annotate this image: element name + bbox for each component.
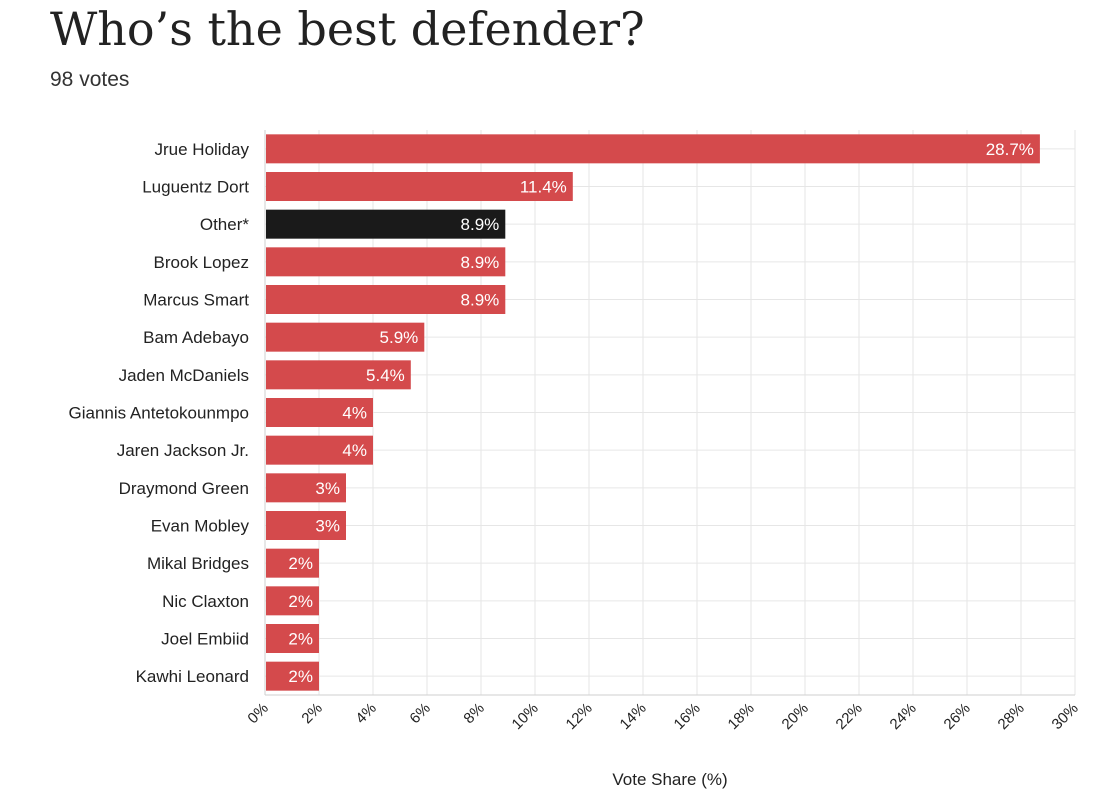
category-label: Jaden McDaniels	[119, 366, 249, 385]
category-label: Other*	[200, 215, 250, 234]
category-label: Giannis Antetokounmpo	[68, 404, 249, 423]
value-label: 3%	[315, 479, 340, 498]
category-label: Luguentz Dort	[142, 178, 249, 197]
bar	[266, 661, 319, 691]
bar	[266, 209, 506, 239]
category-label: Marcus Smart	[143, 291, 249, 310]
x-tick-label: 18%	[725, 700, 758, 733]
category-label: Joel Embiid	[161, 630, 249, 649]
x-tick-label: 6%	[406, 700, 433, 727]
x-axis-title: Vote Share (%)	[612, 770, 727, 789]
x-tick-label: 10%	[509, 700, 542, 733]
bar	[266, 134, 1040, 164]
x-tick-label: 22%	[833, 700, 866, 733]
x-tick-label: 20%	[779, 700, 812, 733]
value-label: 2%	[288, 667, 313, 686]
category-label: Brook Lopez	[154, 253, 249, 272]
value-label: 8.9%	[461, 215, 500, 234]
bar	[266, 435, 373, 465]
x-tick-label: 24%	[887, 700, 920, 733]
value-label: 5.9%	[380, 328, 419, 347]
value-label: 28.7%	[986, 140, 1034, 159]
x-tick-label: 2%	[298, 700, 325, 727]
bar	[266, 473, 346, 503]
bar	[266, 247, 506, 277]
bar	[266, 398, 373, 427]
x-tick-label: 8%	[460, 700, 487, 727]
category-label: Jrue Holiday	[155, 140, 250, 159]
category-label: Mikal Bridges	[147, 554, 249, 573]
value-label: 8.9%	[461, 253, 500, 272]
category-label: Jaren Jackson Jr.	[117, 441, 249, 460]
value-label: 2%	[288, 554, 313, 573]
category-label: Kawhi Leonard	[136, 667, 249, 686]
value-label: 8.9%	[461, 291, 500, 310]
category-label: Draymond Green	[119, 479, 249, 498]
bar	[266, 322, 425, 352]
value-label: 4%	[342, 441, 367, 460]
value-label: 2%	[288, 592, 313, 611]
value-label: 5.4%	[366, 366, 405, 385]
bar	[266, 360, 411, 390]
x-tick-label: 0%	[244, 700, 271, 727]
category-label: Evan Mobley	[151, 517, 250, 536]
value-label: 4%	[342, 404, 367, 423]
x-tick-label: 4%	[352, 700, 379, 727]
bar	[266, 172, 573, 201]
category-label: Bam Adebayo	[143, 328, 249, 347]
x-tick-label: 30%	[1049, 700, 1082, 733]
bar	[266, 511, 346, 540]
value-label: 3%	[315, 517, 340, 536]
x-tick-label: 14%	[617, 700, 650, 733]
x-tick-label: 12%	[563, 700, 596, 733]
chart-title: Who’s the best defender?	[50, 2, 645, 56]
bar	[266, 548, 319, 578]
x-tick-label: 28%	[995, 700, 1028, 733]
value-label: 2%	[288, 630, 313, 649]
bar	[266, 586, 319, 616]
chart-subtitle: 98 votes	[50, 68, 130, 91]
value-label: 11.4%	[520, 178, 567, 197]
category-label: Nic Claxton	[162, 592, 249, 611]
x-tick-label: 16%	[671, 700, 704, 733]
bar	[266, 285, 506, 314]
bar	[266, 624, 319, 653]
x-tick-label: 26%	[941, 700, 974, 733]
